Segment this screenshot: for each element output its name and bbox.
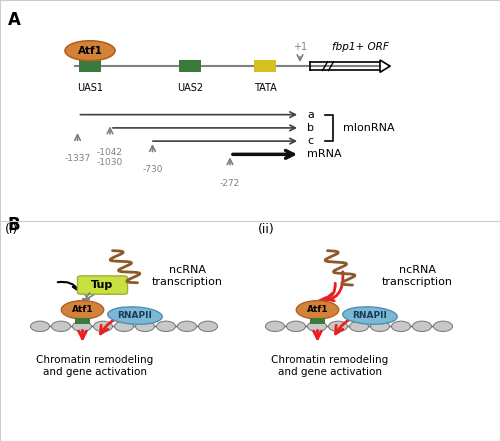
Ellipse shape: [114, 321, 134, 332]
Text: Atf1: Atf1: [78, 46, 102, 56]
Text: B: B: [8, 216, 20, 234]
Text: -1337: -1337: [64, 154, 90, 163]
Ellipse shape: [198, 321, 218, 332]
Ellipse shape: [308, 321, 326, 332]
Text: -730: -730: [142, 165, 163, 174]
Text: Tup: Tup: [92, 280, 114, 290]
FancyBboxPatch shape: [254, 60, 276, 72]
Text: mRNA: mRNA: [308, 149, 342, 159]
Text: mlonRNA: mlonRNA: [342, 123, 394, 133]
Ellipse shape: [350, 321, 368, 332]
FancyBboxPatch shape: [310, 318, 325, 324]
Ellipse shape: [30, 321, 50, 332]
Ellipse shape: [342, 307, 398, 324]
Text: ncRNA
transcription: ncRNA transcription: [382, 265, 453, 287]
Ellipse shape: [286, 321, 306, 332]
Ellipse shape: [370, 321, 390, 332]
Text: fbp1+ ORF: fbp1+ ORF: [332, 42, 388, 52]
Text: A: A: [8, 11, 20, 29]
Ellipse shape: [61, 301, 104, 319]
Ellipse shape: [108, 307, 162, 324]
Ellipse shape: [412, 321, 432, 332]
Text: b: b: [308, 123, 314, 133]
Text: RNAPII: RNAPII: [352, 311, 388, 320]
Ellipse shape: [156, 321, 176, 332]
Ellipse shape: [178, 321, 197, 332]
Text: Chromatin remodeling
and gene activation: Chromatin remodeling and gene activation: [36, 355, 154, 377]
Text: RNAPII: RNAPII: [118, 311, 152, 320]
Text: -1042
-1030: -1042 -1030: [97, 148, 123, 167]
Text: UAS2: UAS2: [177, 83, 203, 93]
Ellipse shape: [72, 321, 92, 332]
Ellipse shape: [392, 321, 410, 332]
Text: TATA: TATA: [254, 83, 276, 93]
Ellipse shape: [65, 41, 115, 61]
Text: Atf1: Atf1: [72, 305, 94, 314]
Ellipse shape: [434, 321, 452, 332]
Text: UAS1: UAS1: [77, 83, 103, 93]
Ellipse shape: [94, 321, 112, 332]
FancyBboxPatch shape: [179, 60, 201, 72]
Text: (ii): (ii): [258, 223, 274, 236]
FancyBboxPatch shape: [75, 318, 90, 324]
Text: c: c: [308, 136, 314, 146]
Text: Chromatin remodeling
and gene activation: Chromatin remodeling and gene activation: [272, 355, 388, 377]
Text: (i): (i): [5, 223, 18, 236]
Text: +1: +1: [293, 42, 307, 52]
Ellipse shape: [52, 321, 70, 332]
Ellipse shape: [136, 321, 154, 332]
Ellipse shape: [296, 301, 339, 319]
Polygon shape: [380, 60, 390, 72]
Text: ncRNA
transcription: ncRNA transcription: [152, 265, 223, 287]
Text: a: a: [308, 110, 314, 120]
FancyBboxPatch shape: [79, 60, 101, 72]
FancyBboxPatch shape: [78, 276, 128, 294]
Text: -272: -272: [220, 179, 240, 187]
Ellipse shape: [328, 321, 347, 332]
Ellipse shape: [266, 321, 284, 332]
Text: Atf1: Atf1: [306, 305, 328, 314]
